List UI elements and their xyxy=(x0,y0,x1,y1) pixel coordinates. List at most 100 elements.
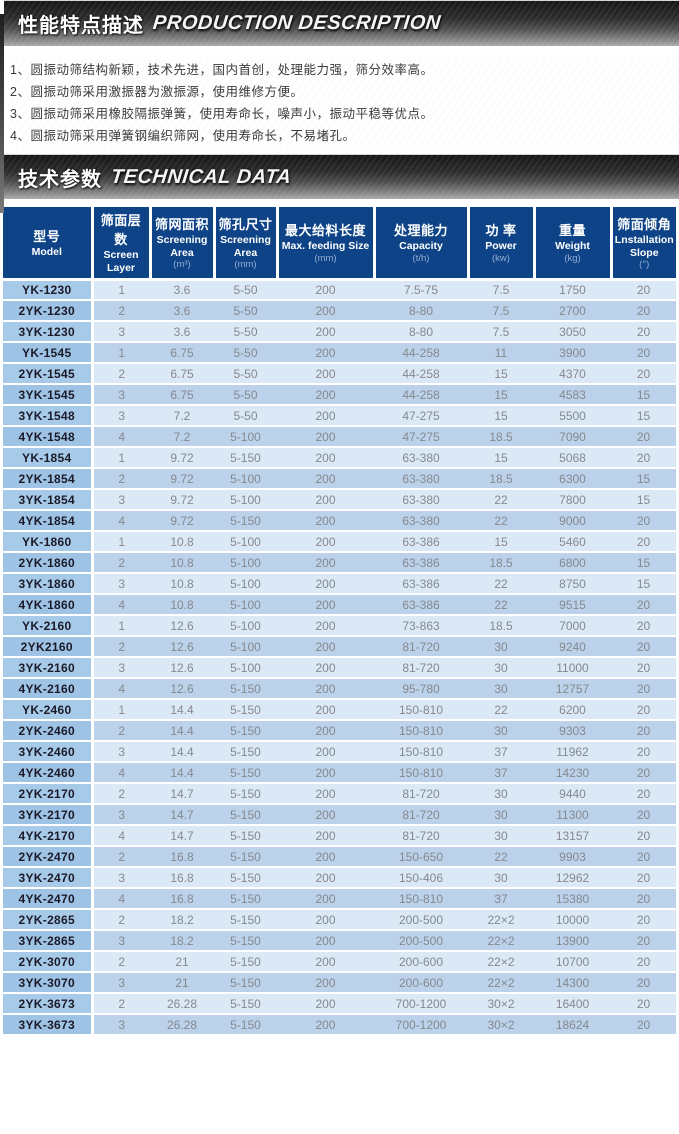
data-cell: 8750 xyxy=(534,573,611,595)
data-cell: 30 xyxy=(468,804,534,826)
data-cell: 22 xyxy=(468,846,534,868)
table-row: YK-1854 1 9.72 5-150 200 63-380 15 5068 20 xyxy=(3,447,676,469)
data-cell: 200 xyxy=(277,300,374,322)
column-header-zh: 处理能力 xyxy=(393,223,448,239)
data-cell: 20 xyxy=(611,930,676,952)
data-cell: 20 xyxy=(611,1014,676,1036)
model-cell: 3YK-1545 xyxy=(3,384,94,406)
data-cell: 11 xyxy=(468,342,534,364)
model-cell: 2YK-2865 xyxy=(3,909,94,931)
data-cell: 6300 xyxy=(534,468,611,490)
data-cell: 22×2 xyxy=(468,972,534,994)
data-cell: 200 xyxy=(277,846,374,868)
data-cell: 9240 xyxy=(534,636,611,658)
data-cell: 20 xyxy=(611,531,676,553)
data-cell: 5-150 xyxy=(214,972,277,994)
model-cell: 3YK-1860 xyxy=(3,573,94,595)
table-row: YK-1545 1 6.75 5-50 200 44-258 11 3900 20 xyxy=(3,342,676,364)
column-header-en: Model xyxy=(31,246,62,259)
table-row: 2YK-2470 2 16.8 5-150 200 150-650 22 9903 20 xyxy=(3,846,676,868)
column-header-en: Capacity xyxy=(399,240,443,253)
data-cell: 5-100 xyxy=(214,594,277,616)
data-cell: 200 xyxy=(277,993,374,1015)
data-cell: 7090 xyxy=(534,426,611,448)
data-cell: 30 xyxy=(468,783,534,805)
data-cell: 200 xyxy=(277,468,374,490)
data-cell: 20 xyxy=(611,426,676,448)
data-cell: 7.5 xyxy=(468,300,534,322)
data-cell: 20 xyxy=(611,951,676,973)
data-cell: 13900 xyxy=(534,930,611,952)
data-cell: 5-150 xyxy=(214,804,277,826)
data-cell: 18.2 xyxy=(150,930,214,952)
table-row: 3YK-3673 3 26.28 5-150 200 700-1200 30×2 18624 2… xyxy=(3,1014,676,1036)
column-header: 处理能力 Capacity (t/h) xyxy=(374,207,470,281)
data-cell: 200 xyxy=(277,342,374,364)
model-cell: 3YK-1854 xyxy=(3,489,94,511)
data-cell: 81-720 xyxy=(374,657,468,679)
data-cell: 5-150 xyxy=(214,783,277,805)
data-cell: 63-380 xyxy=(374,447,468,469)
feature-item: 3、圆振动筛采用橡胶隔振弹簧，使用寿命长，噪声小，振动平稳等优点。 xyxy=(10,107,434,121)
data-cell: 200 xyxy=(277,804,374,826)
table-row: 3YK-1860 3 10.8 5-100 200 63-386 22 8750 15 xyxy=(3,573,676,595)
data-cell: 5068 xyxy=(534,447,611,469)
table-row: 2YK-2170 2 14.7 5-150 200 81-720 30 9440 20 xyxy=(3,783,676,805)
column-header-zh: 筛孔尺寸 xyxy=(218,217,273,233)
model-cell: YK-1230 xyxy=(3,279,94,301)
column-header: 筛面倾角 Lnstallation Slope (°) xyxy=(611,207,676,281)
data-cell: 200 xyxy=(277,951,374,973)
data-cell: 15 xyxy=(468,384,534,406)
data-cell: 5-150 xyxy=(214,846,277,868)
data-cell: 200 xyxy=(277,636,374,658)
table-row: 4YK-2170 4 14.7 5-150 200 81-720 30 13157 20 xyxy=(3,825,676,847)
data-cell: 2 xyxy=(92,636,150,658)
data-cell: 1 xyxy=(92,342,150,364)
data-cell: 5-100 xyxy=(214,552,277,574)
data-cell: 2 xyxy=(92,720,150,742)
column-header: 筛网面积 Screening Area (m³) xyxy=(150,207,216,281)
data-cell: 9000 xyxy=(534,510,611,532)
data-cell: 200 xyxy=(277,888,374,910)
data-cell: 6.75 xyxy=(150,384,214,406)
column-header-zh: 型号 xyxy=(33,229,61,245)
data-cell: 30 xyxy=(468,825,534,847)
model-cell: 4YK-1548 xyxy=(3,426,94,448)
data-cell: 14.4 xyxy=(150,720,214,742)
data-cell: 20 xyxy=(611,825,676,847)
data-cell: 15 xyxy=(611,468,676,490)
data-cell: 30 xyxy=(468,636,534,658)
data-cell: 2 xyxy=(92,951,150,973)
model-cell: YK-2460 xyxy=(3,699,94,721)
data-cell: 63-380 xyxy=(374,489,468,511)
data-cell: 2 xyxy=(92,783,150,805)
model-cell: 2YK-1854 xyxy=(3,468,94,490)
column-header-en: Lnstallation Slope xyxy=(614,234,674,259)
data-cell: 5-150 xyxy=(214,447,277,469)
data-cell: 5-150 xyxy=(214,741,277,763)
data-cell: 4 xyxy=(92,678,150,700)
data-cell: 4583 xyxy=(534,384,611,406)
column-header-zh: 最大给料长度 xyxy=(284,223,366,239)
column-header-unit: (m³) xyxy=(173,258,191,270)
data-cell: 63-380 xyxy=(374,510,468,532)
data-cell: 37 xyxy=(468,888,534,910)
data-cell: 63-386 xyxy=(374,594,468,616)
column-header-zh: 筛面倾角 xyxy=(617,217,672,233)
data-cell: 9440 xyxy=(534,783,611,805)
data-cell: 4 xyxy=(92,594,150,616)
data-cell: 1 xyxy=(92,531,150,553)
data-cell: 16.8 xyxy=(150,846,214,868)
table-row: 3YK-1548 3 7.2 5-50 200 47-275 15 5500 15 xyxy=(3,405,676,427)
table-row: YK-2460 1 14.4 5-150 200 150-810 22 6200 20 xyxy=(3,699,676,721)
data-cell: 200-600 xyxy=(374,951,468,973)
section-header-production-description: 性能特点描述 PRODUCTION DESCRIPTION xyxy=(4,0,679,46)
model-cell: YK-1860 xyxy=(3,531,94,553)
data-cell: 2 xyxy=(92,300,150,322)
data-cell: 26.28 xyxy=(150,993,214,1015)
table-row: 4YK-1548 4 7.2 5-100 200 47-275 18.5 7090 20 xyxy=(3,426,676,448)
data-cell: 16.8 xyxy=(150,888,214,910)
data-cell: 20 xyxy=(611,342,676,364)
data-cell: 5-100 xyxy=(214,489,277,511)
model-cell: 2YK-1860 xyxy=(3,552,94,574)
